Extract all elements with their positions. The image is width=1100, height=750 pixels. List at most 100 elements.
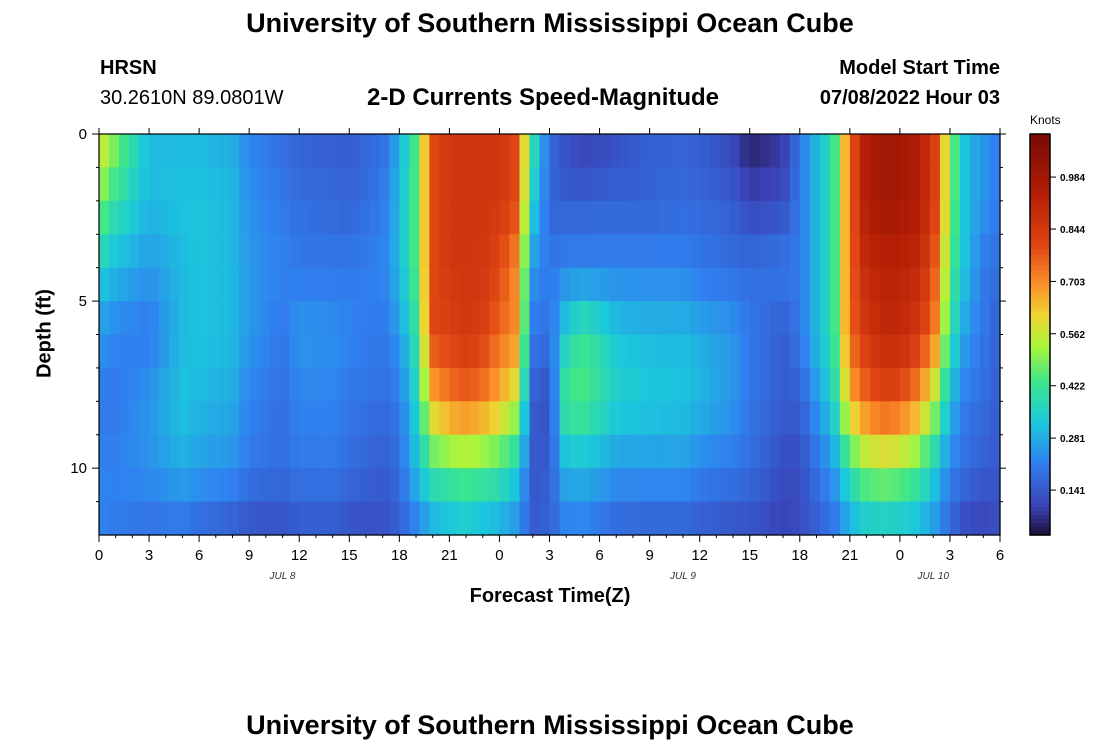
heatmap-cell — [239, 200, 250, 235]
heatmap-cell — [489, 200, 501, 235]
heatmap-cell — [379, 234, 390, 269]
heatmap-cell — [169, 367, 180, 402]
heatmap-cell — [339, 301, 350, 336]
x-tick-label: 21 — [841, 547, 858, 564]
heatmap-cell — [949, 301, 961, 336]
colorbar-swatch — [1030, 518, 1050, 524]
x-tick-label: 18 — [391, 547, 408, 564]
heatmap-cell — [889, 200, 901, 235]
heatmap-cell — [769, 200, 781, 235]
heatmap-cell — [829, 367, 841, 402]
heatmap-cell — [689, 468, 701, 503]
heatmap-cell — [809, 167, 821, 202]
heatmap-cell — [549, 334, 561, 369]
heatmap-cell — [669, 434, 681, 469]
heatmap-cell — [819, 468, 831, 503]
heatmap-cell — [819, 167, 831, 202]
heatmap-cell — [959, 301, 971, 336]
heatmap-cell — [329, 334, 340, 369]
heatmap-cell — [109, 200, 120, 235]
x-tick-label: 0 — [95, 547, 103, 564]
heatmap-cell — [799, 167, 811, 202]
heatmap-cell — [489, 401, 501, 436]
heatmap-cell — [769, 501, 781, 536]
heatmap-cell — [659, 134, 671, 169]
heatmap-cell — [419, 200, 430, 235]
heatmap-cell — [199, 134, 210, 169]
heatmap-cell — [849, 267, 861, 302]
heatmap-cell — [979, 234, 991, 269]
chart-title: University of Southern Mississippi Ocean… — [246, 8, 854, 38]
heatmap-cell — [699, 167, 711, 202]
heatmap-cell — [949, 367, 961, 402]
colorbar-swatch — [1030, 266, 1050, 271]
heatmap-cell — [949, 234, 961, 269]
heatmap-cell — [559, 468, 571, 503]
heatmap-cell — [809, 134, 821, 169]
heatmap-cell — [529, 200, 541, 235]
heatmap-cell — [889, 301, 901, 336]
heatmap-cell — [459, 434, 471, 469]
heatmap-cell — [399, 468, 410, 503]
x-tick-label: 0 — [495, 547, 503, 564]
heatmap-cell — [359, 501, 370, 536]
heatmap-cell — [979, 267, 991, 302]
heatmap-cell — [619, 234, 631, 269]
heatmap-cell — [519, 334, 531, 369]
colorbar-swatch — [1030, 210, 1050, 215]
heatmap-cell — [879, 468, 891, 503]
heatmap-cell — [849, 134, 861, 169]
heatmap-cell — [899, 267, 911, 302]
heatmap-cell — [939, 334, 951, 369]
heatmap-cell — [589, 501, 601, 536]
heatmap-cell — [629, 501, 641, 536]
heatmap-cell — [939, 434, 951, 469]
heatmap-cell — [439, 401, 450, 436]
heatmap-cell — [229, 334, 240, 369]
heatmap-cell — [579, 134, 591, 169]
heatmap-cell — [299, 401, 310, 436]
heatmap-cell — [109, 434, 120, 469]
heatmap-cell — [179, 134, 190, 169]
heatmap-cell — [469, 301, 481, 336]
heatmap-cell — [539, 401, 551, 436]
colorbar-swatch — [1030, 254, 1050, 259]
heatmap-cell — [879, 401, 891, 436]
heatmap-cell — [479, 200, 491, 235]
heatmap-cell — [389, 134, 400, 169]
heatmap-cell — [109, 234, 120, 269]
heatmap-cell — [229, 367, 240, 402]
heatmap-cell — [519, 267, 531, 302]
heatmap-cell — [349, 434, 360, 469]
heatmap-cell — [909, 468, 921, 503]
heatmap-cell — [679, 468, 691, 503]
heatmap-cell — [599, 267, 611, 302]
heatmap-cell — [759, 367, 771, 402]
heatmap-cell — [889, 468, 901, 503]
colorbar-swatch — [1030, 490, 1050, 496]
heatmap-cell — [569, 367, 581, 402]
heatmap-cell — [139, 200, 150, 235]
heatmap-cell — [289, 434, 300, 469]
heatmap-cell — [839, 434, 851, 469]
colorbar-swatch — [1030, 282, 1050, 287]
heatmap-cell — [979, 367, 991, 402]
heatmap-cell — [349, 200, 360, 235]
heatmap-cell — [739, 134, 751, 169]
heatmap-cell — [229, 167, 240, 202]
heatmap-cell — [529, 401, 541, 436]
heatmap-cell — [439, 167, 450, 202]
heatmap-cell — [109, 167, 120, 202]
heatmap-cell — [849, 434, 861, 469]
heatmap-cell — [689, 434, 701, 469]
heatmap-cell — [349, 167, 360, 202]
heatmap-cell — [979, 167, 991, 202]
heatmap-cell — [789, 134, 801, 169]
heatmap-cell — [359, 134, 370, 169]
heatmap-cell — [639, 501, 651, 536]
heatmap-cell — [569, 501, 581, 536]
heatmap-cell — [319, 267, 330, 302]
heatmap-cell — [439, 434, 450, 469]
heatmap-cell — [159, 267, 170, 302]
